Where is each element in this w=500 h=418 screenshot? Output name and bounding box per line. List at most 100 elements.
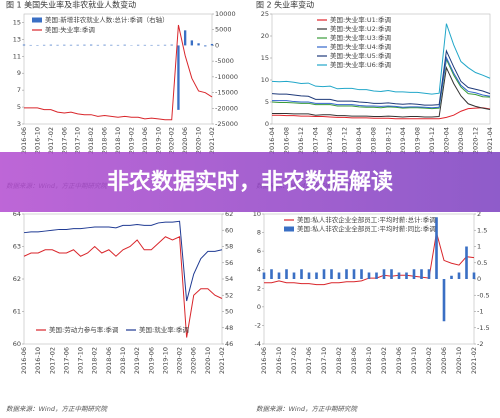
legend-label: 美国:劳动力参与率:季调 <box>49 325 118 334</box>
x-tick-label: 2017-10 <box>74 127 82 154</box>
x-tick-label: 2018-12 <box>384 127 392 154</box>
x-tick-label: 2017-02 <box>290 347 298 374</box>
line-series <box>23 220 223 302</box>
bar <box>367 272 371 279</box>
x-tick-label: 2017-10 <box>320 347 328 374</box>
x-tick-label: 2019-10 <box>161 347 169 374</box>
x-tick-label: 2019-02 <box>127 127 135 154</box>
bar <box>375 272 378 279</box>
y-tick-label: 11 <box>13 52 21 60</box>
y2-tick-label: 46 <box>225 340 233 348</box>
bar <box>345 269 348 279</box>
bar <box>412 269 416 279</box>
chart-title: 图 1 美国失业率及非农就业人数变动 <box>6 0 136 10</box>
bar <box>190 40 194 46</box>
line-series <box>271 49 491 106</box>
bar <box>123 44 126 46</box>
legend-label: 美国:失业率:U6:季调 <box>330 60 391 69</box>
y-tick-label: 63 <box>13 243 21 251</box>
x-tick-label: 2017-12 <box>341 127 349 154</box>
x-tick-label: 2020-08 <box>457 127 465 154</box>
y2-tick-label: 5000 <box>215 26 232 34</box>
x-tick-label: 2019-12 <box>428 127 436 154</box>
x-tick-label: 2020-06 <box>440 347 448 374</box>
line-series <box>272 107 491 120</box>
y-tick-label: 62 <box>13 275 21 283</box>
x-tick-label: 2020-02 <box>168 127 176 154</box>
x-tick-label: 2019-02 <box>133 347 141 374</box>
y2-tick-label: -1.5 <box>477 324 490 332</box>
legend-label: 美国:失业率:U5:季调 <box>330 51 391 60</box>
x-tick-label: 2019-04 <box>399 127 407 154</box>
y-tick-label: 3 <box>17 120 21 128</box>
x-tick-label: 2016-10 <box>34 347 42 374</box>
y2-tick-label: -20000 <box>215 104 238 112</box>
bar <box>183 30 187 46</box>
x-tick-label: 2020-12 <box>471 127 479 154</box>
source-note: 数据来源：Wind，方正中期研究院 <box>256 405 358 413</box>
y-tick-label: -4 <box>255 340 261 348</box>
bar <box>96 44 100 46</box>
bar <box>143 44 147 46</box>
y2-tick-label: 54 <box>225 275 233 283</box>
bar <box>83 44 86 46</box>
legend: 美国:私人非农企业全部员工:平均时薪:总计:季调美国:私人非农企业全部员工:平均… <box>284 215 436 233</box>
bar <box>405 272 408 279</box>
bar <box>277 272 281 279</box>
x-tick-label: 2019-06 <box>147 347 155 374</box>
x-tick-label: 2019-06 <box>395 347 403 374</box>
legend: 美国:新增非农就业人数:总计:季调（右轴）美国:失业率:季调 <box>32 15 169 34</box>
line-series <box>272 65 491 118</box>
bar <box>22 44 26 46</box>
bar <box>204 45 207 47</box>
x-tick-label: 2018-02 <box>335 347 343 374</box>
legend-label: 美国:就业率:季调 <box>139 325 189 334</box>
legend-label: 美国:私人非农企业全部员工:平均时薪:同比:季调 <box>297 224 436 233</box>
bar <box>157 44 160 46</box>
banner-band <box>0 152 500 212</box>
y-tick-label: -2 <box>255 321 261 329</box>
x-tick-label: 2020-10 <box>204 347 212 374</box>
legend-label: 美国:失业率:U3:季调 <box>330 33 391 42</box>
x-tick-label: 2019-06 <box>141 127 149 154</box>
y2-tick-label: 62 <box>225 210 233 218</box>
y-tick-label: 60 <box>13 340 21 348</box>
y-tick-label: 0 <box>265 120 269 128</box>
bar <box>300 269 303 279</box>
x-tick-label: 2017-04 <box>312 127 320 154</box>
bar <box>170 44 173 46</box>
bar <box>136 44 140 46</box>
x-tick-label: 2020-02 <box>176 347 184 374</box>
bar <box>197 43 200 46</box>
source-note: 数据来源：Wind，方正中期研究院 <box>6 405 108 413</box>
y2-tick-label: -10000 <box>215 73 238 81</box>
x-tick-label: 2018-06 <box>350 347 358 374</box>
bar <box>420 269 423 279</box>
y2-tick-label: 60 <box>225 226 233 234</box>
y2-tick-label: -5000 <box>215 57 234 65</box>
y-tick-label: 5 <box>265 98 269 106</box>
legend-label: 美国:新增非农就业人数:总计:季调（右轴） <box>45 15 169 24</box>
line-series <box>272 55 491 109</box>
y2-tick-label: -1 <box>477 308 483 316</box>
bar <box>56 44 59 46</box>
bar <box>337 272 341 279</box>
x-tick-label: 2016-10 <box>275 347 283 374</box>
x-tick-label: 2017-02 <box>48 347 56 374</box>
y-tick-label: 7 <box>17 86 21 94</box>
x-tick-label: 2021-02 <box>470 347 478 374</box>
x-tick-label: 2020-06 <box>181 127 189 154</box>
x-tick-label: 2016-06 <box>260 347 268 374</box>
y2-tick-label: 1.5 <box>477 226 487 234</box>
x-tick-label: 2016-12 <box>297 127 305 154</box>
bar <box>110 44 113 46</box>
y2-tick-label: 10000 <box>215 10 236 18</box>
x-tick-label: 2017-06 <box>62 347 70 374</box>
plot-frame <box>271 13 491 125</box>
y2-tick-label: 56 <box>225 259 233 267</box>
bar <box>116 44 120 46</box>
bar <box>457 272 461 279</box>
plot-frame <box>23 13 213 125</box>
bar <box>63 44 66 46</box>
legend-label: 美国:失业率:季调 <box>45 25 95 34</box>
